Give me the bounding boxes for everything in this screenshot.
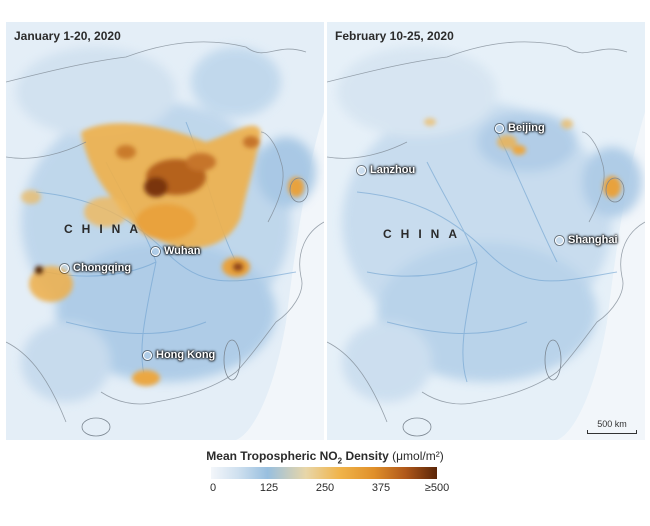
panel-date-label: February 10-25, 2020 (335, 29, 454, 43)
city-name: Beijing (508, 122, 545, 134)
legend-color-bar (211, 467, 437, 479)
city-marker-wuhan: Wuhan (151, 245, 200, 257)
city-name: Hong Kong (156, 349, 216, 361)
city-dot-icon (555, 235, 564, 245)
legend-title-sub: 2 (337, 456, 343, 466)
no2-map-january (6, 22, 324, 440)
city-dot-icon (60, 263, 69, 273)
country-label-china: CHINA (383, 227, 466, 241)
legend-title-density: Density (345, 449, 389, 463)
city-marker-chongqing: Chongqing (60, 262, 131, 274)
legend-tick: 250 (315, 482, 335, 494)
color-legend: Mean Tropospheric NO2 Density (μmol/m²) … (0, 449, 650, 519)
city-dot-icon (357, 165, 366, 175)
legend-tick: 125 (259, 482, 279, 494)
legend-title-unit: (μmol/m²) (392, 449, 444, 463)
no2-map-february (327, 22, 645, 440)
legend-tick: ≥500 (424, 482, 450, 494)
city-marker-shanghai: Shanghai (555, 234, 618, 246)
city-marker-lanzhou: Lanzhou (357, 164, 415, 176)
panel-date-label: January 1-20, 2020 (14, 29, 121, 43)
city-name: Chongqing (73, 262, 132, 274)
city-dot-icon (151, 246, 160, 256)
legend-tick: 0 (209, 482, 217, 494)
city-name: Shanghai (568, 234, 618, 246)
country-label-china: CHINA (64, 222, 147, 236)
scale-bar-label: 500 km (597, 419, 627, 429)
city-marker-hong-kong: Hong Kong (143, 349, 215, 361)
map-panel-february: February 10-25, 2020 CHINA Beijing Lanzh… (327, 22, 645, 440)
legend-title-main: Mean Tropospheric NO (206, 449, 338, 463)
legend-tick: 375 (371, 482, 391, 494)
legend-title: Mean Tropospheric NO2 Density (μmol/m²) (0, 449, 650, 465)
city-name: Wuhan (164, 245, 201, 257)
city-name: Lanzhou (370, 164, 416, 176)
map-panel-january: January 1-20, 2020 CHINA Chongqing Wuhan… (6, 22, 324, 440)
scale-bar: 500 km (587, 419, 637, 434)
scale-bar-line (587, 430, 637, 434)
city-dot-icon (143, 350, 152, 360)
city-marker-beijing: Beijing (495, 122, 545, 134)
city-dot-icon (495, 123, 504, 133)
